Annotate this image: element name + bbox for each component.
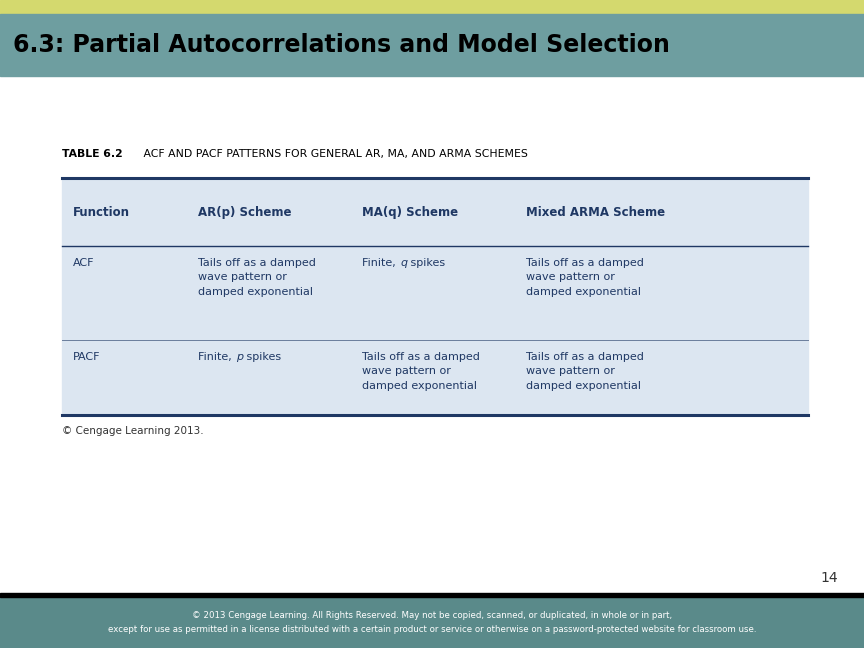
Text: © 2013 Cengage Learning. All Rights Reserved. May not be copied, scanned, or dup: © 2013 Cengage Learning. All Rights Rese… — [108, 611, 756, 634]
Text: Function: Function — [73, 205, 130, 219]
Text: 6.3: Partial Autocorrelations and Model Selection: 6.3: Partial Autocorrelations and Model … — [13, 33, 670, 57]
Text: ACF: ACF — [73, 258, 94, 268]
Text: Mixed ARMA Scheme: Mixed ARMA Scheme — [526, 205, 665, 219]
Text: 14: 14 — [821, 571, 838, 585]
Text: Tails off as a damped
wave pattern or
damped exponential: Tails off as a damped wave pattern or da… — [198, 258, 315, 297]
Text: Tails off as a damped
wave pattern or
damped exponential: Tails off as a damped wave pattern or da… — [526, 352, 644, 391]
Text: ACF AND PACF PATTERNS FOR GENERAL AR, MA, AND ARMA SCHEMES: ACF AND PACF PATTERNS FOR GENERAL AR, MA… — [133, 149, 528, 159]
Text: TABLE 6.2: TABLE 6.2 — [62, 149, 123, 159]
Text: © Cengage Learning 2013.: © Cengage Learning 2013. — [62, 426, 204, 436]
Bar — [0, 0, 864, 14]
Text: AR(p) Scheme: AR(p) Scheme — [198, 205, 291, 219]
Bar — [0, 14, 864, 76]
Text: Finite,: Finite, — [198, 352, 235, 362]
Text: q: q — [400, 258, 407, 268]
Bar — [62, 178, 808, 415]
Text: MA(q) Scheme: MA(q) Scheme — [362, 205, 458, 219]
Text: spikes: spikes — [243, 352, 281, 362]
Text: Tails off as a damped
wave pattern or
damped exponential: Tails off as a damped wave pattern or da… — [362, 352, 480, 391]
Text: Finite,: Finite, — [362, 258, 399, 268]
Text: PACF: PACF — [73, 352, 100, 362]
Bar — [0, 593, 864, 597]
Text: Tails off as a damped
wave pattern or
damped exponential: Tails off as a damped wave pattern or da… — [526, 258, 644, 297]
Bar — [0, 597, 864, 648]
Text: spikes: spikes — [407, 258, 445, 268]
Text: p: p — [236, 352, 243, 362]
